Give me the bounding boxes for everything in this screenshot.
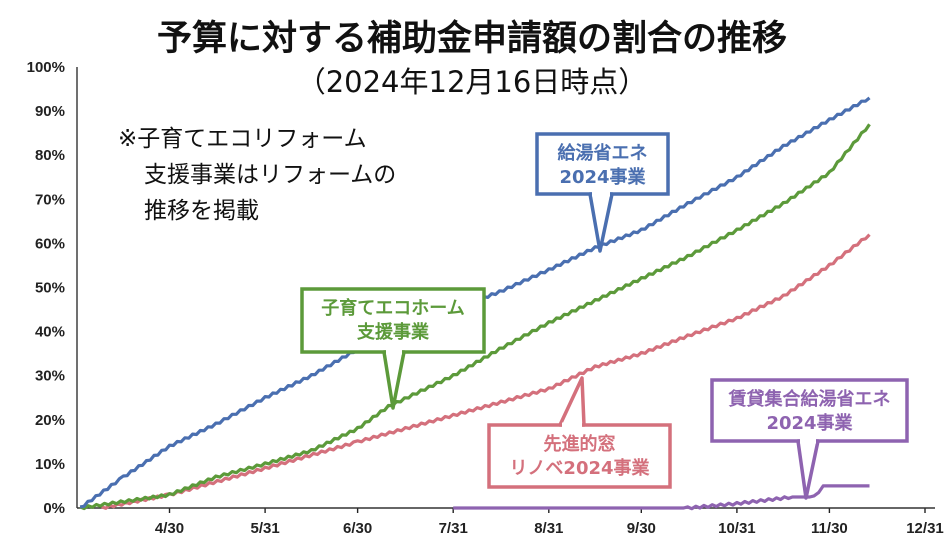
- x-tick-label: 7/31: [439, 520, 468, 537]
- series-label-line: 2024事業: [766, 412, 853, 434]
- callout-pointer: [796, 439, 820, 500]
- callout-layer: 給湯省エネ2024事業子育てエコホーム支援事業先進的窓リノベ2024事業賃貸集合…: [300, 132, 909, 500]
- series-label-line: 支援事業: [356, 321, 430, 343]
- y-tick-label: 0%: [43, 500, 65, 517]
- x-tick-label: 10/31: [718, 520, 756, 537]
- y-tick-label: 40%: [35, 324, 65, 341]
- y-tick-label: 30%: [35, 368, 65, 385]
- series-line-1: [79, 123, 871, 511]
- callout-box: [487, 423, 672, 489]
- note-line-2: 支援事業はリフォームの: [144, 162, 396, 188]
- y-tick-label: 10%: [35, 456, 65, 473]
- series-line-2: [101, 233, 871, 510]
- series-label-line: 子育てエコホーム: [321, 297, 464, 319]
- series-label-line: 2024事業: [559, 166, 646, 188]
- callout-pointer: [558, 376, 586, 427]
- y-tick-label: 20%: [35, 412, 65, 429]
- note-line-3: 推移を掲載: [144, 198, 259, 224]
- series-label-line: リノベ2024事業: [509, 457, 650, 479]
- callout-box: [535, 132, 670, 196]
- y-tick-label: 70%: [35, 191, 65, 208]
- x-tick-label: 11/30: [811, 520, 848, 537]
- y-tick-label: 50%: [35, 280, 65, 297]
- x-axis: 4/30 5/31 6/30 7/31 8/31 9/30 10/31 11/30 12/31: [76, 67, 944, 537]
- note-line-1: ※子育てエコリフォーム: [118, 126, 367, 152]
- note-block: ※子育てエコリフォーム 支援事業はリフォームの 推移を掲載: [118, 126, 396, 224]
- x-tick-label: 4/30: [155, 520, 184, 537]
- x-tick-label: 5/31: [251, 520, 280, 537]
- y-tick-label: 90%: [35, 103, 65, 120]
- series-label-line: 先進的窓: [544, 433, 616, 455]
- chart-title: 予算に対する補助金申請額の割合の推移: [157, 18, 787, 59]
- x-tick-label: 6/30: [343, 520, 372, 537]
- callout-box: [300, 287, 486, 354]
- chart-subtitle: （2024年12月16日時点）: [297, 65, 648, 99]
- series-line-3: [453, 484, 870, 511]
- x-tick-label: 12/31: [906, 520, 944, 537]
- series-label-line: 賃貸集合給湯省エネ: [728, 388, 891, 410]
- callout-box: [710, 378, 909, 443]
- series-label-line: 給湯省エネ: [558, 142, 648, 164]
- y-tick-label: 80%: [35, 147, 65, 164]
- x-tick-label: 9/30: [627, 520, 656, 537]
- x-tick-label: 8/31: [534, 520, 563, 537]
- y-tick-label: 100%: [27, 59, 65, 76]
- y-axis: 0% 10% 20% 30% 40% 50% 60% 70% 80% 90% 100%: [27, 59, 65, 517]
- y-tick-label: 60%: [35, 235, 65, 252]
